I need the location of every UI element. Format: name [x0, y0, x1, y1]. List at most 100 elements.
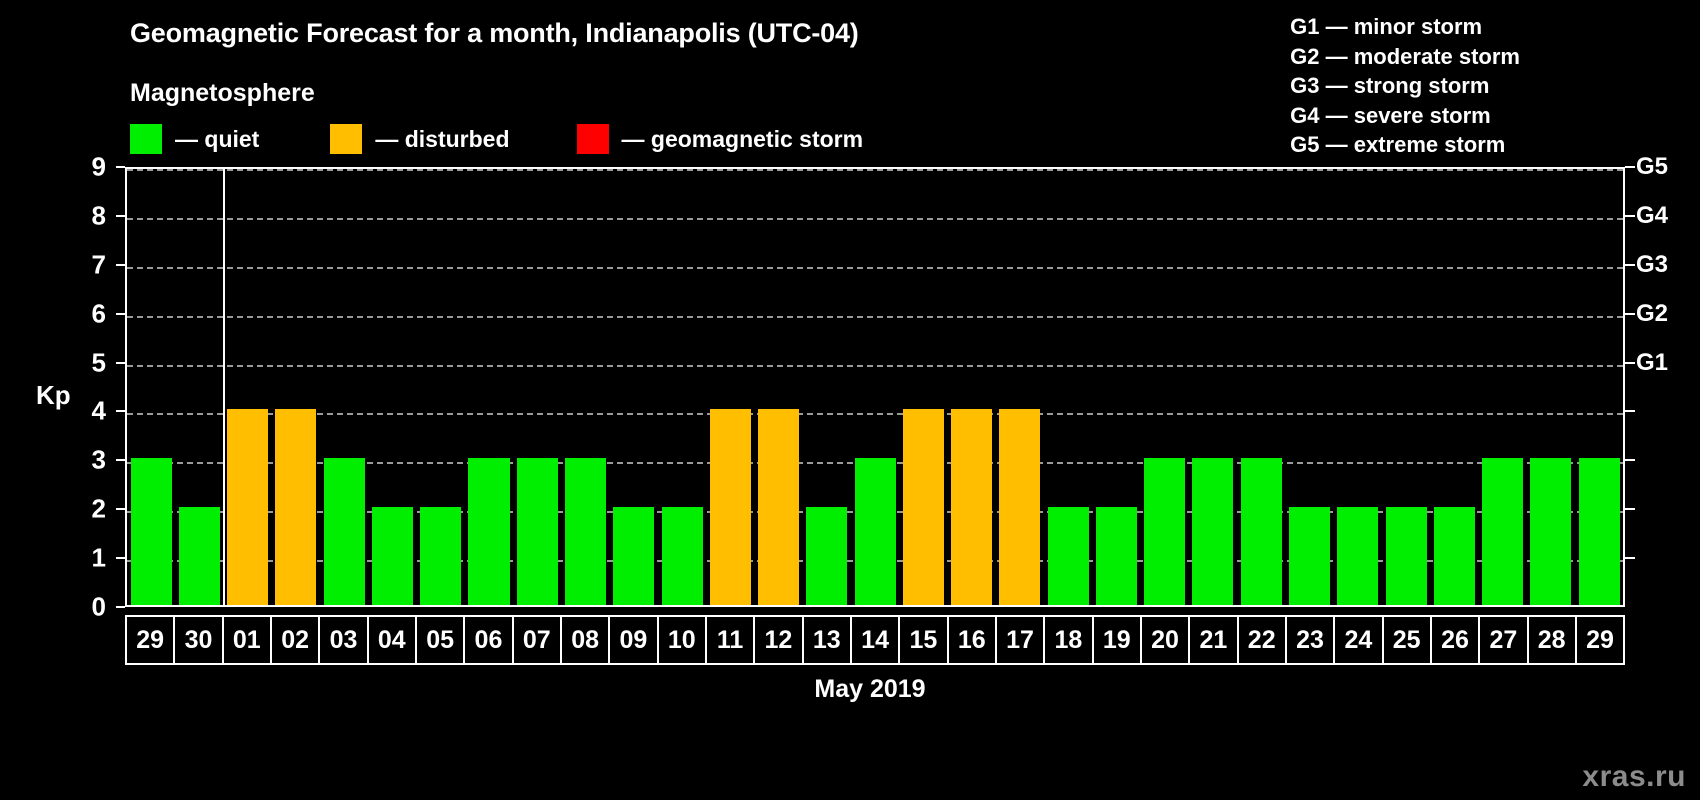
- bar-cell[interactable]: [851, 169, 899, 605]
- bar-cell[interactable]: [368, 169, 416, 605]
- bar-cell[interactable]: [1382, 169, 1430, 605]
- x-axis-day-label[interactable]: 04: [368, 617, 417, 663]
- x-axis-day-label[interactable]: 08: [561, 617, 611, 663]
- bar[interactable]: [758, 409, 800, 605]
- bar-cell[interactable]: [417, 169, 465, 605]
- bar[interactable]: [1240, 458, 1282, 605]
- x-axis-day-label[interactable]: 23: [1286, 617, 1336, 663]
- x-axis-day-label[interactable]: 28: [1528, 617, 1577, 663]
- bar-cell[interactable]: [1575, 169, 1623, 605]
- x-axis-day-label[interactable]: 29: [1576, 617, 1626, 663]
- y-tick-mark: [116, 508, 125, 511]
- bar[interactable]: [806, 507, 848, 605]
- bar-cell[interactable]: [1285, 169, 1333, 605]
- bar-cell[interactable]: [561, 169, 609, 605]
- gridline: [127, 413, 1623, 416]
- x-axis-day-label[interactable]: 10: [658, 617, 707, 663]
- x-axis-day-label[interactable]: 19: [1093, 617, 1142, 663]
- chart-subtitle: Magnetosphere: [130, 79, 315, 107]
- bar-cell[interactable]: [465, 169, 513, 605]
- bar-cell[interactable]: [1092, 169, 1140, 605]
- bar-cell[interactable]: [1237, 169, 1285, 605]
- bar-cell[interactable]: [1430, 169, 1478, 605]
- bar-cell[interactable]: [1334, 169, 1382, 605]
- bar[interactable]: [613, 507, 655, 605]
- bar[interactable]: [516, 458, 558, 605]
- bar-cell[interactable]: [272, 169, 320, 605]
- x-axis-day-label[interactable]: 29: [127, 617, 176, 663]
- bar-cell[interactable]: [1527, 169, 1575, 605]
- bar-cell[interactable]: [899, 169, 947, 605]
- bar[interactable]: [1289, 507, 1331, 605]
- bar[interactable]: [468, 458, 510, 605]
- x-axis-day-label[interactable]: 14: [851, 617, 901, 663]
- bar[interactable]: [1095, 507, 1137, 605]
- bar[interactable]: [1047, 507, 1089, 605]
- x-axis-day-label[interactable]: 13: [803, 617, 852, 663]
- bar-cell[interactable]: [803, 169, 851, 605]
- x-axis-day-label[interactable]: 01: [223, 617, 272, 663]
- bar-cell[interactable]: [706, 169, 754, 605]
- g-tick-mark: [1625, 214, 1635, 217]
- bar-cell[interactable]: [1141, 169, 1189, 605]
- x-axis-day-label[interactable]: 27: [1480, 617, 1529, 663]
- bar[interactable]: [951, 409, 993, 605]
- bar-cell[interactable]: [127, 169, 175, 605]
- x-axis-day-label[interactable]: 24: [1335, 617, 1384, 663]
- x-axis-day-label[interactable]: 06: [465, 617, 514, 663]
- bar[interactable]: [130, 458, 172, 605]
- bar-cell[interactable]: [610, 169, 658, 605]
- bar[interactable]: [709, 409, 751, 605]
- x-axis-day-label[interactable]: 15: [900, 617, 949, 663]
- x-axis-day-label[interactable]: 18: [1045, 617, 1094, 663]
- x-axis-day-label[interactable]: 16: [948, 617, 997, 663]
- bar[interactable]: [323, 458, 365, 605]
- x-axis-day-label[interactable]: 26: [1431, 617, 1481, 663]
- bar[interactable]: [1144, 458, 1186, 605]
- bar-cell[interactable]: [996, 169, 1044, 605]
- bar[interactable]: [1578, 458, 1620, 605]
- bar-cell[interactable]: [948, 169, 996, 605]
- bar-cell[interactable]: [1044, 169, 1092, 605]
- bar[interactable]: [1433, 507, 1475, 605]
- bar-cell[interactable]: [175, 169, 223, 605]
- bar-cell[interactable]: [1189, 169, 1237, 605]
- plot-area: [125, 167, 1625, 607]
- bar-cell[interactable]: [754, 169, 802, 605]
- x-axis-day-label[interactable]: 09: [610, 617, 659, 663]
- x-axis-day-label[interactable]: 22: [1238, 617, 1287, 663]
- bar[interactable]: [371, 507, 413, 605]
- x-axis-day-label[interactable]: 30: [175, 617, 224, 663]
- bar[interactable]: [902, 409, 944, 605]
- x-axis-day-label[interactable]: 03: [320, 617, 369, 663]
- x-axis-day-label[interactable]: 20: [1141, 617, 1191, 663]
- bar[interactable]: [1192, 458, 1234, 605]
- bar[interactable]: [1530, 458, 1572, 605]
- x-axis-day-label[interactable]: 02: [271, 617, 321, 663]
- x-axis-day-label[interactable]: 21: [1190, 617, 1239, 663]
- x-axis-day-label[interactable]: 17: [996, 617, 1046, 663]
- x-axis-day-label[interactable]: 05: [416, 617, 466, 663]
- bar[interactable]: [1482, 458, 1524, 605]
- bar[interactable]: [1385, 507, 1427, 605]
- x-axis-day-label[interactable]: 25: [1383, 617, 1432, 663]
- x-axis-day-label[interactable]: 07: [513, 617, 562, 663]
- bar[interactable]: [999, 409, 1041, 605]
- x-axis-day-label[interactable]: 12: [755, 617, 804, 663]
- bar[interactable]: [565, 458, 607, 605]
- bar[interactable]: [661, 507, 703, 605]
- bar-cell[interactable]: [513, 169, 561, 605]
- bar[interactable]: [854, 458, 896, 605]
- bar[interactable]: [178, 507, 220, 605]
- y-tick-label: 2: [91, 493, 106, 524]
- bar[interactable]: [227, 409, 269, 605]
- bar-cell[interactable]: [224, 169, 272, 605]
- bar-cell[interactable]: [1478, 169, 1526, 605]
- bar-cell[interactable]: [320, 169, 368, 605]
- bar[interactable]: [1337, 507, 1379, 605]
- bar-cell[interactable]: [658, 169, 706, 605]
- bar[interactable]: [275, 409, 317, 605]
- x-axis-day-label[interactable]: 11: [706, 617, 756, 663]
- y-tick-label: 8: [91, 200, 106, 231]
- bar[interactable]: [420, 507, 462, 605]
